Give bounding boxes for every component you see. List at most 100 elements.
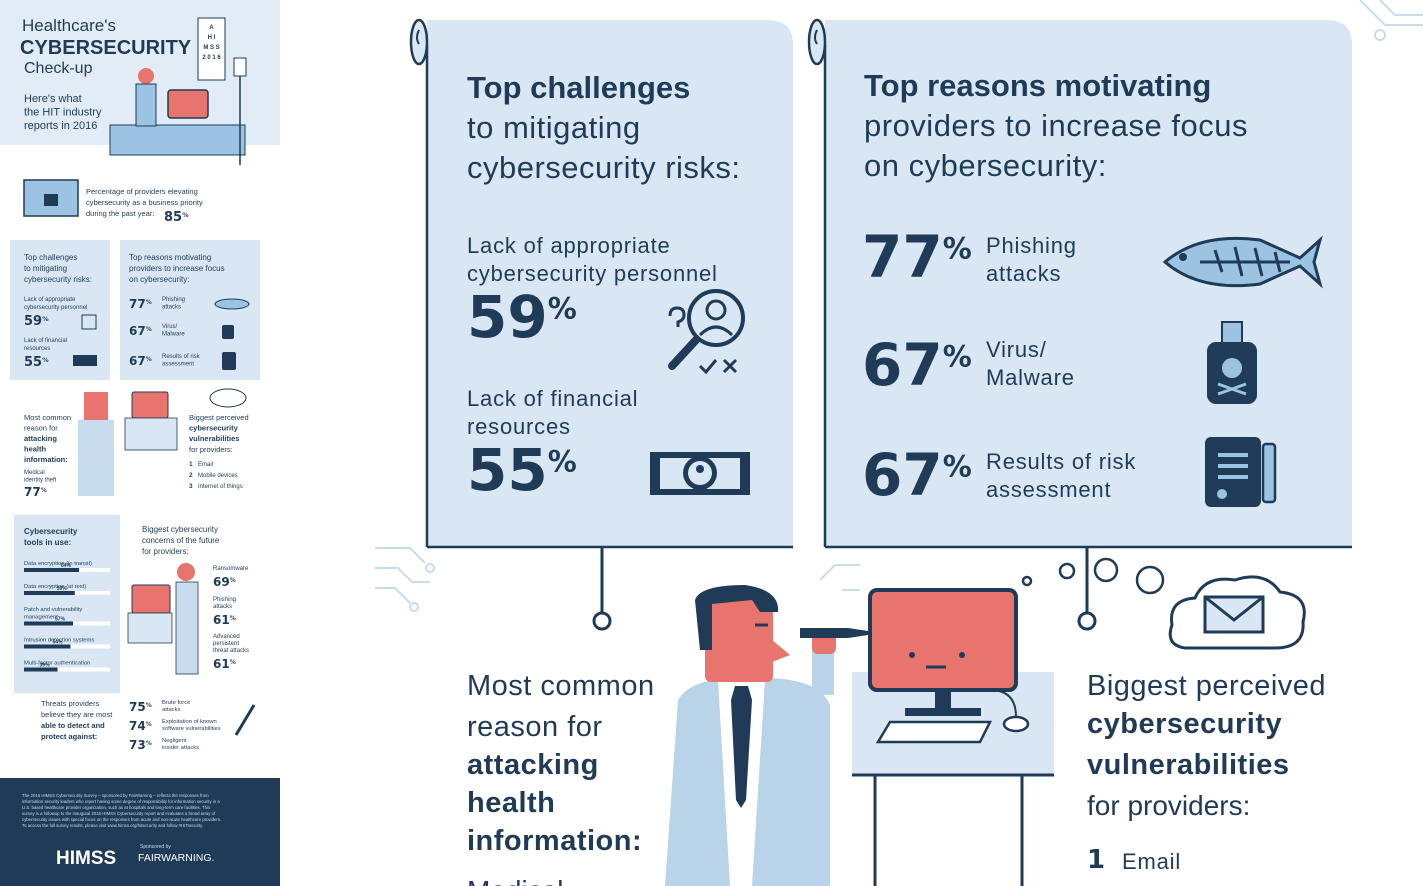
circuit (375, 587, 411, 604)
mini-label: management (24, 615, 58, 621)
mini-title: believe they are most (41, 710, 113, 719)
mini-label: attacks (162, 707, 180, 713)
mini-title: health (24, 445, 47, 454)
mini-title: concerns of the future (142, 536, 220, 545)
percent: 67% (129, 324, 152, 338)
percent-value: 67 (862, 331, 943, 399)
mini-title: Biggest perceived (189, 413, 249, 422)
mouse (1002, 715, 1030, 733)
fish-skeleton (1200, 246, 1290, 277)
percent-value: 69 (213, 575, 230, 589)
percent: 61% (213, 613, 236, 627)
scroll-curl (814, 29, 818, 45)
mini-monitor (167, 89, 209, 119)
item-label: Results of risk (986, 449, 1136, 474)
bar-label: 64% (61, 563, 72, 569)
mini-label: identity theft (24, 478, 57, 484)
tools-panel (14, 515, 120, 693)
texts: Top challenges to mitigating cybersecurity… (20, 16, 1326, 886)
percent-value: 61 (213, 613, 230, 627)
sidebar-subtitle: Here's what (24, 93, 82, 105)
bar-track (24, 667, 110, 672)
mini-desk (124, 417, 178, 451)
item-percent: 67% (862, 331, 972, 399)
envelope-flap (1204, 595, 1264, 622)
check-cross (698, 358, 738, 375)
rank-label: Mobile devices (198, 473, 238, 479)
percent-unit: % (230, 659, 236, 666)
mini-label: Lack of appropriate (24, 297, 76, 303)
bar-unit: % (67, 563, 72, 569)
percent-unit: % (42, 315, 49, 323)
percent-unit: % (146, 299, 152, 306)
mini-label: Phishing (213, 597, 236, 603)
item-percent: 59% (467, 283, 577, 351)
footer-text: The 2016 HIMSS Cybersecurity Survey – sp… (22, 793, 209, 798)
percent-value: 59 (24, 314, 42, 329)
mini-label: Lack of financial (24, 338, 67, 344)
eye-chart-text: M S S (203, 45, 219, 51)
pen-icon (1261, 442, 1277, 504)
mini-label: assessment (162, 362, 194, 368)
monitor-stand (935, 690, 951, 712)
item-label: Virus/ (986, 337, 1047, 362)
panel-title: Top reasons motivating (864, 68, 1211, 103)
mini-label: Negligent (162, 738, 187, 744)
mini-label: Intrusion detection systems (24, 638, 94, 644)
mini-title: for providers: (189, 445, 233, 454)
rank: 3 (189, 483, 193, 490)
sidebar-subtitle: the HIT industry (24, 107, 102, 119)
mini-syringe (234, 704, 256, 736)
percent-unit: % (230, 577, 236, 584)
percent-value: 77 (129, 297, 146, 311)
percent-unit: % (146, 356, 152, 363)
footer-text: survey is a followup to the inaugural 20… (22, 811, 216, 816)
otoscope (800, 628, 848, 638)
thought-bubble (1093, 557, 1119, 583)
percent: 61% (213, 657, 236, 671)
sidebar-title: CYBERSECURITY (20, 37, 192, 59)
percent-value: 74 (129, 719, 146, 733)
bed (109, 124, 246, 156)
doctor-head (705, 600, 773, 682)
percent-value: 75 (129, 700, 146, 714)
circuit-lines (375, 0, 1423, 612)
panel-subtitle: on cybersecurity: (864, 148, 1107, 183)
circuit-node (425, 563, 435, 573)
percent-unit: % (943, 449, 972, 483)
scroll-curl (416, 29, 420, 45)
circuit (1359, 0, 1423, 26)
doctor-nose (772, 640, 790, 662)
percent: 55% (24, 355, 49, 370)
magnifier-person (698, 325, 734, 337)
footer-text: To access the full survey results, pleas… (22, 823, 203, 828)
mini-computer (131, 391, 169, 419)
mini-doctor-head (84, 392, 108, 420)
percent: 59% (24, 314, 49, 329)
footer-text: cybersecurity issues with special focus … (22, 817, 221, 822)
percent-unit: % (42, 356, 49, 364)
mini-label: Brute force (162, 700, 190, 706)
circuit (375, 547, 426, 564)
challenges-panel (427, 20, 793, 547)
bar-value: 39 (40, 663, 46, 669)
bar-unit: % (61, 617, 66, 623)
mini-label: Exploitation of known (162, 719, 217, 725)
crossbones (1217, 382, 1247, 396)
mini-title: vulnerabilities (189, 434, 239, 443)
mini-title: Most common (24, 413, 71, 422)
bar-value: 54 (52, 640, 58, 646)
percent-value: 59 (467, 283, 548, 351)
eye-chart-text: H I (208, 35, 216, 41)
section-title-bold: cybersecurity (1087, 708, 1282, 740)
keyboard (875, 720, 993, 744)
small-text: during the past year: (86, 209, 154, 218)
mini-title: Top reasons motivating (129, 253, 211, 262)
mini-label: insider attacks (162, 745, 199, 751)
mini-title: tools in use: (24, 538, 71, 547)
magnifier-handle (668, 336, 700, 370)
footer-text: U.S. based healthcare provider organizat… (22, 805, 210, 810)
logo: FAIRWARNING. (138, 852, 214, 864)
mini-title: on cybersecurity: (129, 275, 189, 284)
